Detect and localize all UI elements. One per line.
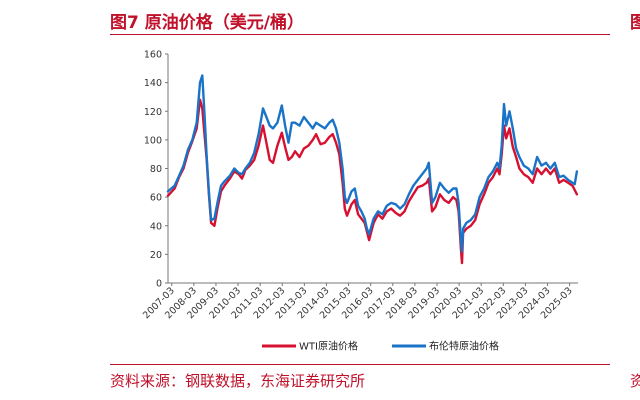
y-tick-label: 20 <box>150 250 162 261</box>
clipped-neighbor-source: 资 <box>630 372 640 390</box>
figure-title: 图7 原油价格（美元/桶） <box>110 13 304 33</box>
legend-label-wti: WTI原油价格 <box>299 340 358 353</box>
series-line-wti <box>166 98 579 265</box>
y-tick-label: 160 <box>144 50 162 61</box>
y-tick-label: 0 <box>156 279 162 290</box>
source-note: 资料来源：钢联数据，东海证券研究所 <box>110 372 366 390</box>
y-tick-label: 40 <box>150 221 162 232</box>
y-tick-label: 140 <box>144 78 162 89</box>
clipped-neighbor-title: 图 <box>630 13 640 33</box>
y-tick-label: 100 <box>144 135 162 146</box>
series-line-brent <box>166 74 579 253</box>
title-divider <box>110 34 610 35</box>
y-tick-label: 120 <box>144 107 162 118</box>
y-tick-label: 80 <box>150 164 162 175</box>
y-tick-label: 60 <box>150 193 162 204</box>
source-divider <box>110 364 610 365</box>
legend-label-brent: 布伦特原油价格 <box>429 340 499 353</box>
